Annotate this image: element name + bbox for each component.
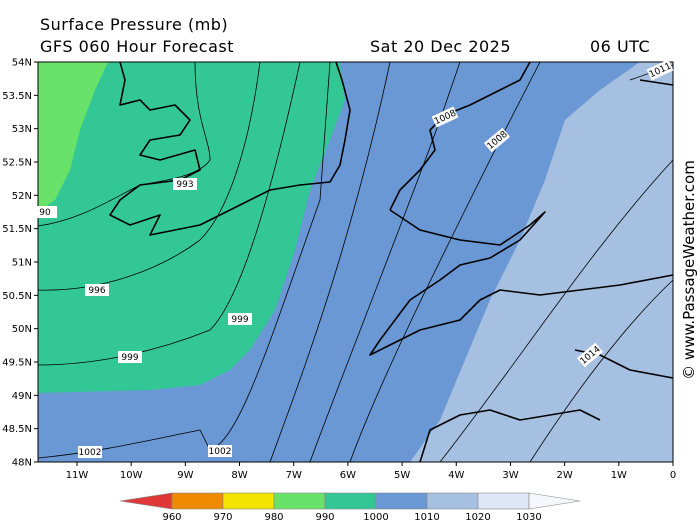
colorbar-swatch (426, 492, 479, 510)
lon-label: 8W (231, 470, 247, 481)
contour-label: 993 (173, 178, 197, 190)
colorbar-swatch (171, 492, 224, 510)
lon-label: 11W (66, 470, 89, 481)
colorbar-swatch (119, 492, 173, 510)
lat-label: 53N (12, 124, 32, 135)
lon-label: 1W (611, 470, 627, 481)
colorbar-swatch (528, 492, 581, 510)
contour-label-bg (228, 313, 252, 325)
contour-label-text: 996 (88, 286, 105, 296)
lat-label: 52N (12, 191, 32, 202)
lon-label: 9W (177, 470, 193, 481)
map (37, 61, 674, 463)
colorbar-swatch (324, 492, 377, 510)
subtitle: GFS 060 Hour Forecast (40, 37, 234, 56)
contour-label-bg (208, 445, 232, 457)
colorbar-swatch (375, 492, 428, 510)
lon-label: 0 (670, 470, 676, 481)
lat-label: 50.5N (2, 291, 32, 302)
lat-label: 50N (12, 324, 32, 335)
lon-label: 6W (340, 470, 356, 481)
colorbar-label: 980 (264, 512, 283, 523)
contour-label: 999 (118, 351, 142, 363)
time: 06 UTC (590, 37, 650, 56)
region-1010 (410, 62, 673, 462)
colorbar-label: 990 (315, 512, 334, 523)
lat-label: 54N (12, 58, 32, 69)
contour-label-bg (33, 206, 57, 218)
colorbar-swatch (273, 492, 326, 510)
lat-label: 49.5N (2, 358, 32, 369)
lat-label: 53.5N (2, 91, 32, 102)
contours (37, 61, 674, 463)
contour-label-bg (78, 446, 102, 458)
date: Sat 20 Dec 2025 (370, 37, 511, 56)
lon-label: 5W (394, 470, 410, 481)
lat-label: 51N (12, 258, 32, 269)
contour-label-text: 999 (231, 315, 248, 325)
region-990 (38, 62, 108, 212)
contour-label-text: 90 (39, 208, 51, 218)
lat-label: 49N (12, 391, 32, 402)
lon-label: 7W (286, 470, 302, 481)
contour-label-text: 1002 (79, 448, 102, 458)
contour-label: 90 (33, 206, 57, 218)
colorbar-swatch (222, 492, 275, 510)
contour-label: 1002 (78, 446, 102, 458)
contour-label: 1002 (208, 445, 232, 457)
colorbar-swatch (477, 492, 530, 510)
contour-label-bg (646, 59, 674, 81)
colorbar-label: 1000 (363, 512, 388, 523)
contour-label-bg (431, 106, 459, 128)
lat-label: 51.5N (2, 224, 32, 235)
contour-label-text: 1002 (209, 447, 232, 457)
colorbar (119, 492, 581, 510)
contour-label-bg (483, 127, 511, 153)
lon-label: 3W (502, 470, 518, 481)
lon-label: 2W (557, 470, 573, 481)
colorbar-label: 970 (213, 512, 232, 523)
contour-label-bg (173, 178, 197, 190)
watermark: © www.PassageWeather.com (680, 160, 698, 380)
colorbar-label: 1010 (414, 512, 439, 523)
lat-label: 48N (12, 458, 32, 469)
lon-label: 10W (120, 470, 143, 481)
colorbar-label: 1030 (516, 512, 541, 523)
contour-label-text: 993 (176, 180, 193, 190)
title: Surface Pressure (mb) (40, 15, 228, 34)
contour-label-bg (85, 284, 109, 296)
contour-label: 996 (85, 284, 109, 296)
contour-label-bg (118, 351, 142, 363)
colorbar-label: 960 (162, 512, 181, 523)
contour-label: 999 (228, 313, 252, 325)
contour-label-bg (576, 342, 604, 368)
lat-label: 48.5N (2, 424, 32, 435)
lon-label: 4W (448, 470, 464, 481)
colorbar-label: 1020 (465, 512, 490, 523)
contour-label-text: 999 (121, 353, 138, 363)
lat-label: 52.5N (2, 158, 32, 169)
